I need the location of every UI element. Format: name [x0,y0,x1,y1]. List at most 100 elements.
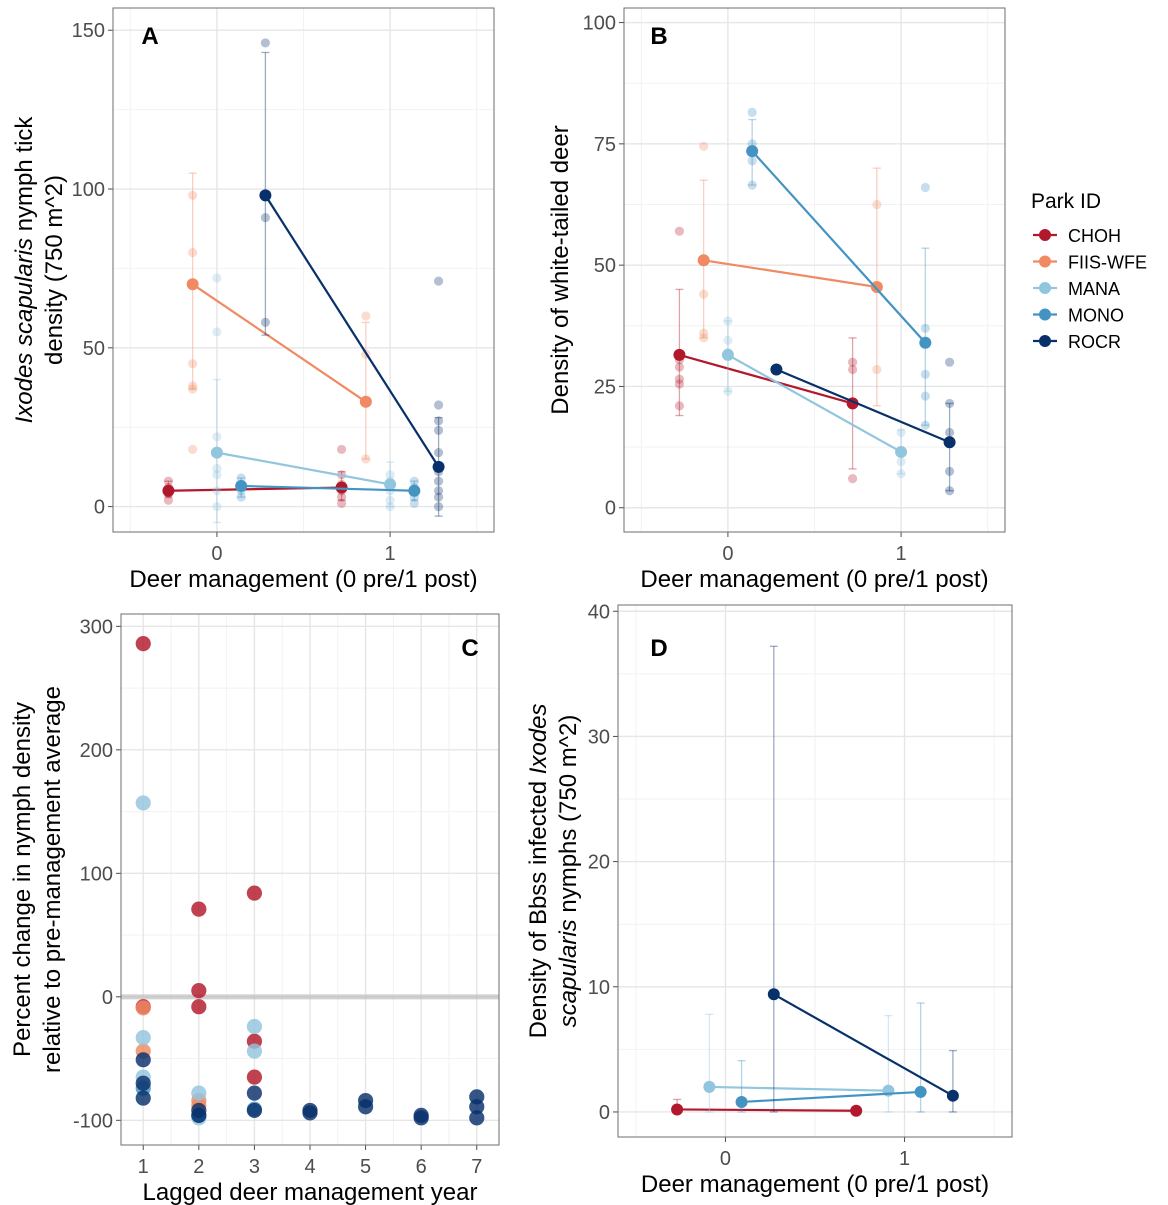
series-choh [673,226,859,484]
raw-point [848,474,858,484]
data-point [246,1102,263,1119]
panel-border [112,7,495,533]
x-tick-label: 1 [896,543,907,565]
x-tick-label: 0 [722,543,733,565]
x-tick-label: 0 [211,543,222,565]
data-point [135,1075,151,1091]
y-tick-label: 100 [80,863,113,885]
series-line [741,1090,921,1104]
y-axis-title-line2: scapularis nymphs (750 m^2) [555,715,582,1028]
raw-point [385,501,395,512]
data-point [469,1110,485,1126]
raw-point [163,495,174,505]
series-line [709,1085,889,1092]
series-line [727,353,902,453]
y-tick-label: 100 [72,179,105,201]
raw-point [188,444,198,455]
mean-point [850,1104,863,1117]
raw-point [674,379,685,389]
data-point [191,999,207,1015]
y-tick-label: -100 [73,1110,113,1132]
x-tick-label: 2 [193,1156,204,1178]
panel-border [617,604,1013,1138]
data-point [191,1107,207,1123]
x-tick-label: 7 [471,1156,482,1178]
x-tick-label: 1 [385,543,396,565]
y-axis-title-line2: density (750 m^2) [41,175,68,365]
mean-point [735,1095,748,1108]
raw-point [433,448,444,458]
raw-point [723,386,733,396]
raw-point [872,364,882,375]
series-choh [671,1098,863,1117]
x-tick-label: 0 [720,1148,731,1170]
raw-point [674,362,685,372]
legend-label: MANA [1068,279,1120,299]
mean-point [767,988,780,1001]
data-point [246,1085,263,1101]
series-line [192,283,367,403]
mean-point [335,481,348,494]
raw-point [260,38,270,48]
raw-point [848,357,858,367]
raw-point [385,495,395,505]
series-mana [721,316,908,479]
panel-border [623,7,1006,533]
raw-point [699,333,709,343]
panel-label: C [461,635,478,662]
panel-c: 1 2 3 4 5 6 7 -100 0 100 200 300 Lagged deer managem… [9,613,500,1205]
mean-point [770,363,783,376]
legend-key-point [1039,282,1051,294]
y-axis-title-rest: nymph tick [11,116,38,238]
x-tick-label: 1 [899,1148,910,1170]
raw-point [433,476,444,486]
raw-point [920,420,930,430]
data-point [246,885,263,901]
mean-point [673,348,686,361]
raw-point [920,182,930,193]
raw-point [920,369,930,379]
raw-point [848,364,858,375]
panel-a: 0 1 0 50 100 150 Deer management (0 pre/1 post… [11,7,495,593]
raw-point [212,501,222,512]
raw-point [361,454,371,464]
raw-point [188,384,198,394]
y-tick-label: 0 [102,987,113,1009]
raw-point [236,473,246,483]
series-rocr [767,645,959,1113]
series-line [703,259,878,289]
mean-point [384,478,397,491]
mean-point [186,278,199,291]
raw-point [163,476,174,486]
raw-point [944,466,955,476]
series-line [751,150,927,344]
legend-key-point [1039,308,1051,321]
series-rocr [770,357,956,496]
raw-point [260,213,270,223]
raw-point [409,498,419,509]
mean-point [721,348,734,361]
raw-point [896,469,906,479]
raw-point [433,425,444,435]
mean-point [259,189,272,202]
data-point [302,1105,318,1121]
y-axis-title: Density of white-tailed deer [547,125,574,414]
raw-point [188,381,198,391]
raw-point [872,199,882,210]
raw-point [212,486,222,496]
data-point [246,1043,263,1059]
y-tick-label: 10 [588,977,610,999]
series-line [679,353,853,405]
data-point [191,901,207,917]
mean-point [914,1085,927,1098]
series-mana [703,1013,895,1113]
y-tick-label: 0 [94,497,105,519]
data-point [135,1000,151,1016]
raw-point [188,247,198,258]
raw-point [747,107,757,117]
raw-point [433,486,444,496]
raw-point [699,289,709,299]
y-tick-label: 100 [583,13,616,35]
data-point [191,983,207,999]
raw-point [433,400,444,410]
